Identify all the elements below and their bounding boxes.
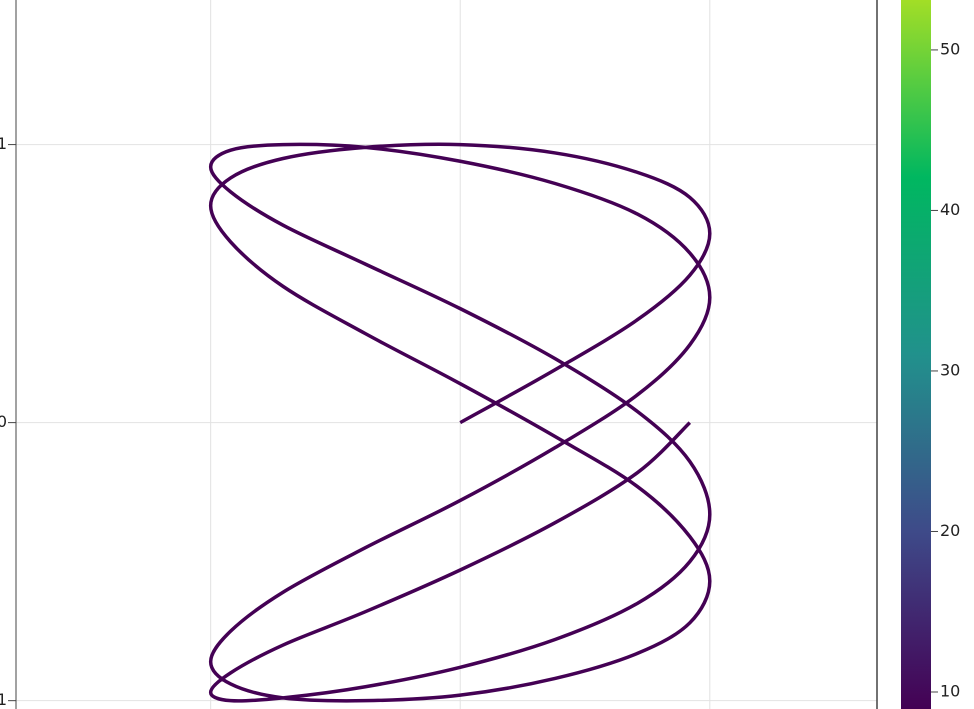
y-tick-label: 1 bbox=[0, 134, 7, 153]
y-tick-label: 0 bbox=[0, 412, 7, 431]
colorbar bbox=[901, 0, 931, 709]
colorbar-tick-label: 30 bbox=[940, 360, 960, 379]
plot-area bbox=[208, 142, 712, 703]
colorbar-tick-label: 10 bbox=[940, 681, 960, 700]
colorbar-tick-label: 40 bbox=[940, 200, 960, 219]
colorbar-tick-label: 50 bbox=[940, 39, 960, 58]
curve-line bbox=[208, 142, 712, 703]
colorbar-tick-label: 20 bbox=[940, 521, 960, 540]
colorbar-axis: 10 20 30 40 50 bbox=[931, 39, 960, 700]
y-tick-label: -1 bbox=[0, 690, 7, 709]
grid bbox=[16, 0, 877, 709]
